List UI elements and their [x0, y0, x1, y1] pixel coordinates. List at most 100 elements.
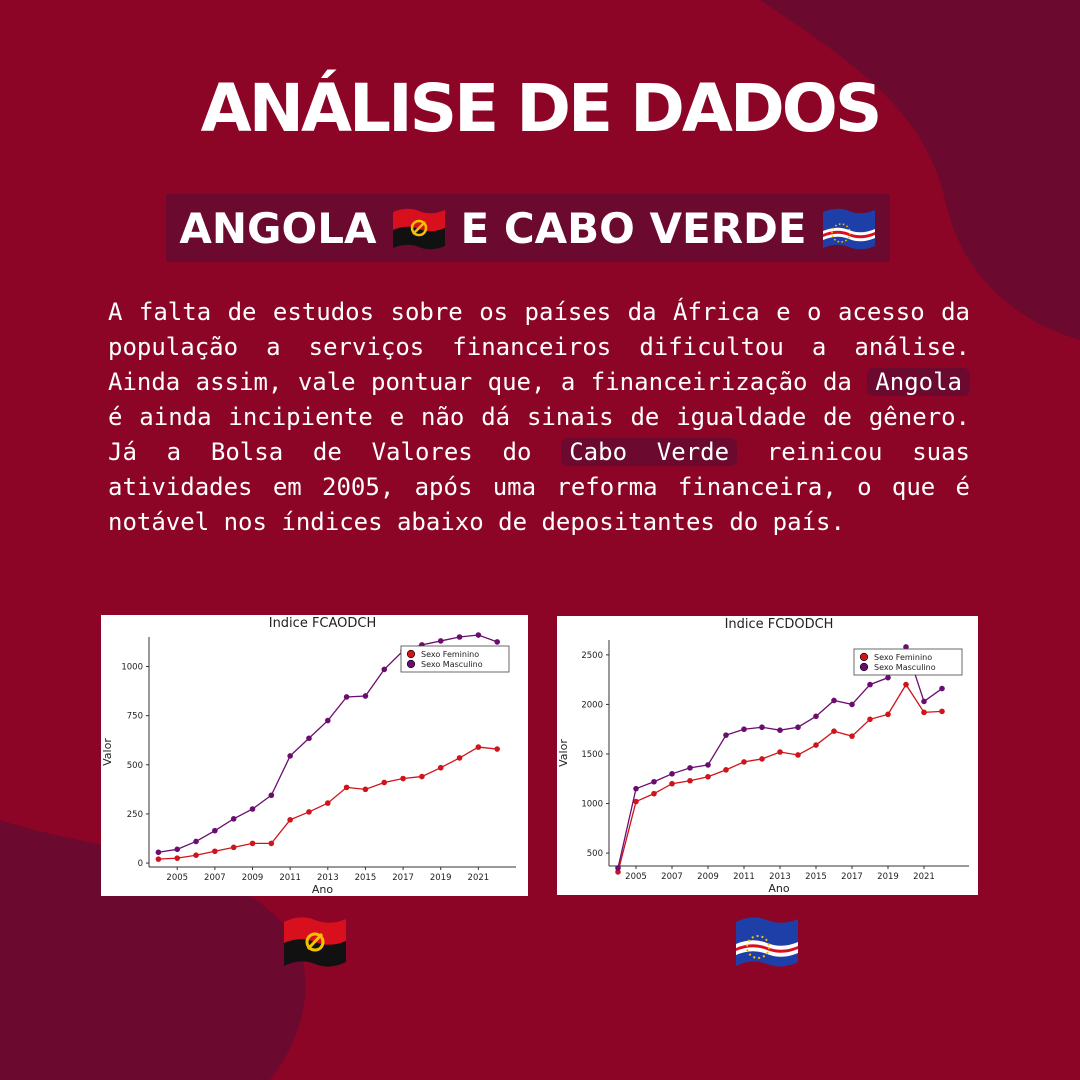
data-point — [723, 732, 729, 738]
data-point — [921, 698, 927, 705]
legend-label: Sexo Feminino — [421, 650, 479, 659]
x-tick-label: 2013 — [317, 873, 339, 883]
data-point — [831, 728, 837, 734]
data-point — [759, 724, 765, 731]
chart-title: Indice FCDODCH — [725, 617, 834, 632]
data-point — [615, 865, 621, 871]
data-point — [249, 840, 256, 847]
y-tick-label: 250 — [127, 810, 143, 820]
legend-marker — [859, 662, 869, 672]
x-tick-label: 2017 — [392, 873, 414, 883]
chart-title: Indice FCAODCH — [269, 616, 377, 631]
data-point — [705, 762, 711, 768]
data-point — [155, 856, 162, 862]
x-tick-label: 2011 — [733, 872, 755, 882]
data-point — [475, 744, 482, 750]
data-point — [687, 777, 693, 784]
data-point — [212, 827, 218, 834]
data-point — [741, 759, 747, 765]
x-tick-label: 2005 — [166, 873, 188, 883]
chart-angola: Indice FCAODCH 0 250 500 750 1000 2005 2007 2009… — [101, 615, 528, 896]
data-point — [705, 773, 711, 780]
legend-label: Sexo Masculino — [874, 663, 936, 672]
x-tick-label: 2013 — [769, 872, 791, 882]
highlight-angola: Angola — [867, 368, 970, 396]
legend-box — [853, 648, 963, 676]
y-tick-label: 750 — [127, 712, 143, 722]
data-point — [849, 733, 855, 739]
data-point — [230, 816, 237, 822]
x-tick-label: 2015 — [805, 872, 827, 882]
data-point — [174, 855, 181, 861]
data-point — [777, 749, 783, 755]
data-point — [939, 685, 945, 692]
data-point — [669, 780, 675, 787]
y-tick-label: 2500 — [581, 651, 603, 661]
series-line-sexo-masculino — [617, 645, 943, 869]
legend-marker — [406, 659, 416, 669]
y-axis-label: Valor — [101, 738, 114, 766]
highlight-cabo-verde: Cabo Verde — [561, 438, 738, 466]
legend-label: Sexo Feminino — [874, 653, 932, 662]
x-axis-label: Ano — [312, 883, 333, 896]
subtitle-banner — [166, 194, 890, 262]
cabo-verde-flag-icon — [736, 917, 798, 967]
chart-cabo-verde: Indice FCDODCH 500 1000 1500 2000 2500 2005 200… — [557, 616, 978, 895]
legend-marker — [859, 652, 869, 662]
data-point — [437, 764, 444, 771]
data-point — [174, 846, 181, 853]
data-point — [494, 639, 500, 645]
data-point — [687, 765, 693, 771]
angola-flag-icon — [392, 208, 445, 250]
description-part-3: reinicou suas atividades em 2005, após u… — [108, 438, 970, 536]
chart-angola-svg: Indice FCAODCH 0 250 500 750 1000 2005 2007 2009… — [101, 616, 516, 896]
x-tick-label: 2017 — [841, 872, 863, 882]
data-point — [362, 693, 369, 699]
data-point — [287, 817, 293, 823]
description-part-2: é ainda incipiente e não dá sinais de ig… — [108, 403, 970, 466]
x-tick-label: 2007 — [661, 872, 683, 882]
data-point — [456, 634, 463, 640]
data-point — [921, 709, 927, 716]
legend-label: Sexo Masculino — [421, 660, 483, 669]
description-part-1: A falta de estudos sobre os países da Áf… — [108, 298, 970, 396]
angola-flag-icon — [284, 917, 346, 967]
y-tick-label: 1500 — [581, 750, 603, 760]
x-tick-label: 2021 — [913, 872, 935, 882]
data-point — [212, 848, 218, 855]
data-point — [633, 798, 639, 805]
data-point — [741, 726, 747, 733]
data-point — [759, 756, 765, 762]
data-point — [362, 786, 369, 793]
subtitle-cabo-verde: E CABO VERDE — [460, 203, 807, 253]
x-tick-label: 2009 — [697, 872, 719, 882]
data-point — [903, 681, 909, 688]
data-point — [669, 771, 675, 777]
subtitle: ANGOLA E CABO VERDE — [166, 194, 890, 262]
data-point — [268, 792, 275, 799]
data-point — [795, 724, 801, 731]
data-point — [849, 701, 855, 708]
x-tick-label: 2011 — [279, 873, 301, 883]
data-point — [494, 746, 500, 752]
data-point — [193, 838, 199, 845]
data-point — [268, 840, 275, 847]
legend-box — [400, 645, 510, 673]
data-point — [343, 694, 350, 700]
data-point — [651, 778, 657, 785]
data-point — [381, 666, 388, 673]
data-point — [306, 735, 312, 742]
data-point — [795, 752, 801, 758]
data-point — [230, 844, 237, 851]
data-point — [939, 708, 945, 715]
data-point — [903, 644, 909, 650]
cabo-verde-flag-icon — [822, 208, 875, 250]
x-tick-label: 2007 — [204, 873, 226, 883]
y-tick-label: 2000 — [581, 700, 603, 710]
data-point — [651, 790, 657, 797]
description-paragraph: A falta de estudos sobre os países da Áf… — [108, 295, 970, 540]
y-axis-label: Valor — [557, 739, 570, 767]
data-point — [633, 785, 639, 792]
data-point — [813, 742, 819, 748]
data-point — [475, 632, 482, 638]
